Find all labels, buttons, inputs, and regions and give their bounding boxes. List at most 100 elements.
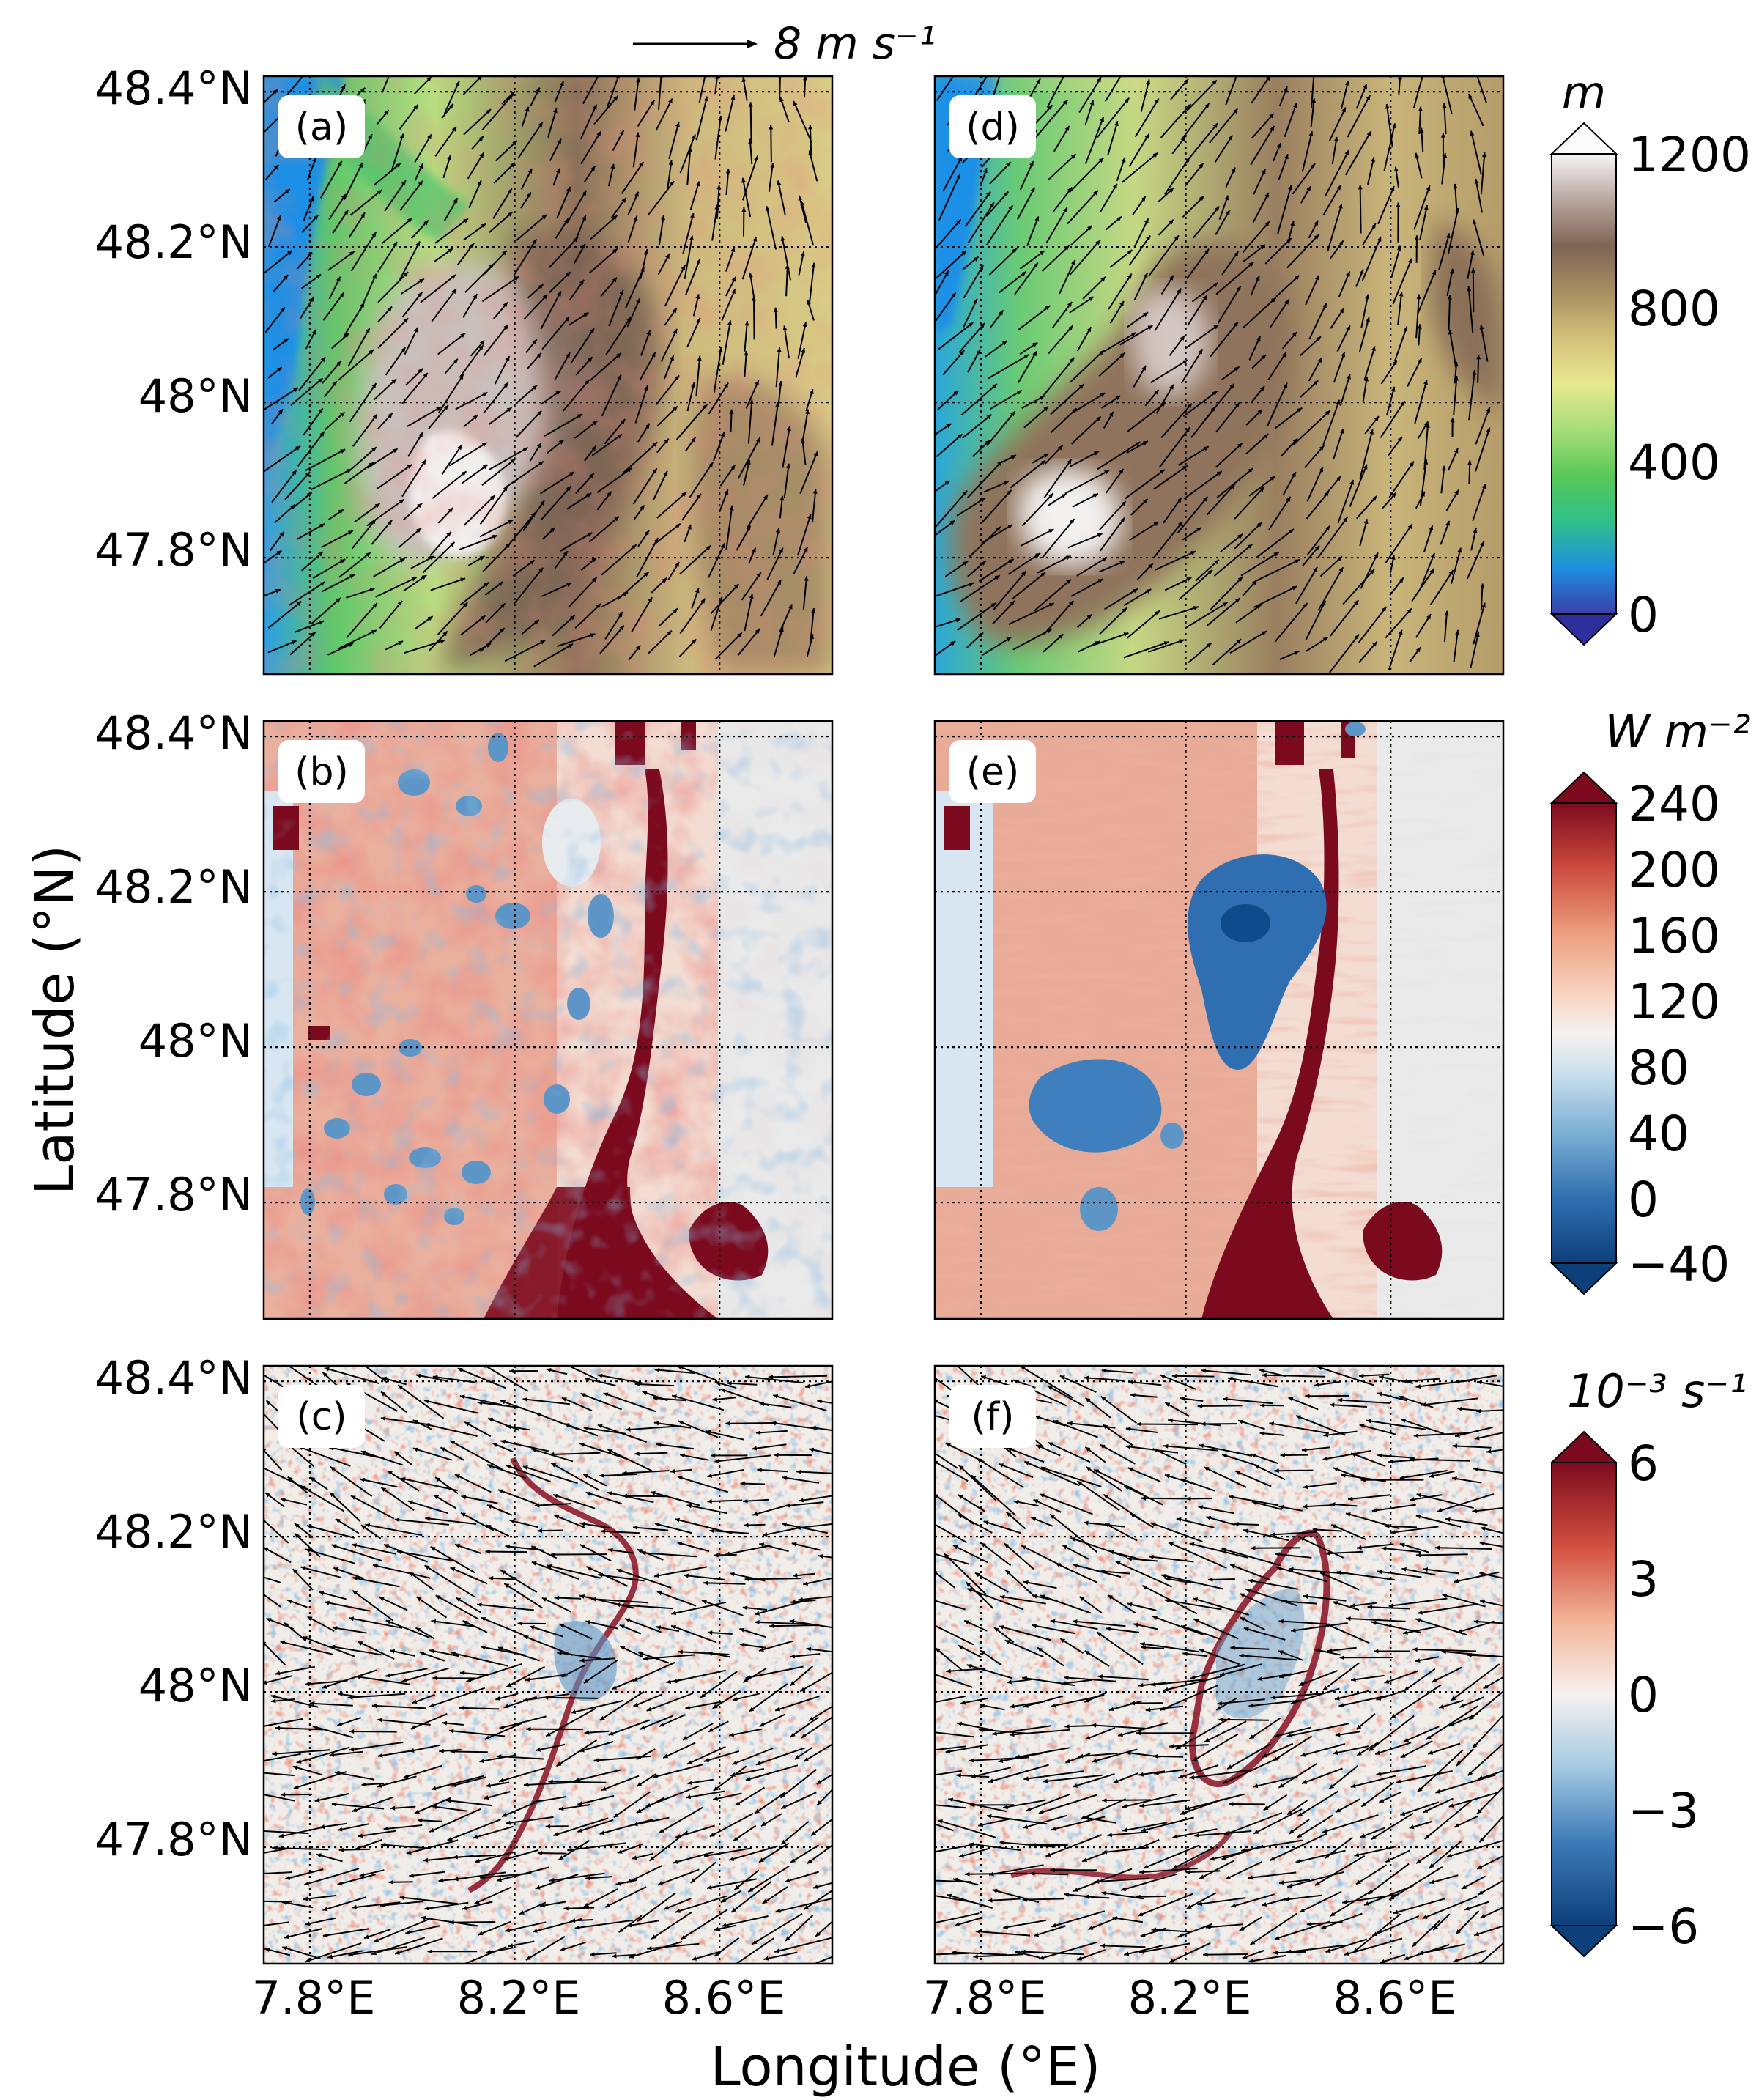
wind-vector xyxy=(1422,1896,1478,1920)
wind-vector xyxy=(1342,569,1375,605)
wind-vector xyxy=(1243,297,1277,329)
wind-vector xyxy=(1192,206,1221,239)
wind-vector xyxy=(1038,1794,1097,1814)
wind-vector xyxy=(1203,1466,1247,1488)
wind-vector xyxy=(423,1400,479,1414)
wind-vector xyxy=(414,1797,451,1814)
wind-vector-head xyxy=(266,1400,272,1405)
wind-vector-head xyxy=(991,602,996,607)
wind-vector-head xyxy=(812,489,818,494)
wind-vector-head xyxy=(381,1487,387,1493)
wind-vector-head xyxy=(566,186,571,192)
wind-vector-head xyxy=(425,1516,430,1521)
wind-vector-head xyxy=(1022,1676,1027,1681)
wind-vector-head xyxy=(371,519,377,525)
wind-vector-head xyxy=(477,76,482,81)
wind-vector-head xyxy=(505,1928,511,1933)
wind-vector-head xyxy=(1314,1881,1320,1885)
wind-vector-head xyxy=(1190,1675,1196,1680)
wind-vector xyxy=(1223,1812,1283,1836)
wind-vector-head xyxy=(618,1928,624,1933)
wind-vector-head xyxy=(1278,1505,1284,1509)
wind-vector-head xyxy=(988,1778,993,1783)
wind-vector-head xyxy=(324,1367,330,1372)
wind-vector-head xyxy=(1064,1675,1069,1680)
wind-vector-head xyxy=(645,1803,651,1808)
wind-vector xyxy=(305,1548,355,1564)
wind-vector xyxy=(1407,358,1423,387)
wind-vector xyxy=(398,527,422,549)
wind-vector-head xyxy=(1008,559,1014,563)
wind-vector xyxy=(284,1622,307,1642)
wind-vector-head xyxy=(646,330,651,336)
wind-vector xyxy=(414,133,432,163)
wind-vector xyxy=(766,547,784,580)
wind-vector-head xyxy=(1089,100,1095,106)
wind-vector-head xyxy=(1169,275,1174,281)
wind-vector-head xyxy=(996,526,1001,532)
wind-vector xyxy=(604,1886,647,1908)
wind-vector-head xyxy=(1415,647,1421,653)
wind-vector xyxy=(790,1716,819,1738)
wind-vector xyxy=(783,463,790,498)
wind-vector-head xyxy=(477,1400,483,1405)
wind-vector-head xyxy=(1400,401,1405,407)
wind-vector-head xyxy=(1380,1959,1385,1964)
wind-vector-head xyxy=(350,1495,356,1500)
wind-vector xyxy=(561,1397,593,1412)
panel-f-label: (f) xyxy=(971,1395,1015,1439)
wind-vector-head xyxy=(278,1833,284,1838)
wind-vector-head xyxy=(1319,445,1325,451)
lat-tick-a-48.4: 48.4°N xyxy=(95,62,253,115)
wind-vector-head xyxy=(800,201,805,206)
wind-vector xyxy=(394,1937,443,1955)
wind-vector-head xyxy=(455,1474,460,1479)
wind-vector-head xyxy=(1073,1888,1078,1892)
wind-vector xyxy=(1105,468,1125,494)
wind-vector-head xyxy=(1003,481,1009,486)
wind-vector-head xyxy=(980,1704,985,1708)
wind-vector-head xyxy=(1423,1808,1429,1813)
wind-vector-head xyxy=(421,574,427,580)
wind-vector-head xyxy=(1146,589,1152,594)
wind-vector xyxy=(371,1937,426,1956)
wind-vector xyxy=(1020,528,1054,547)
wind-vector-head xyxy=(1214,559,1219,565)
wind-vector-head xyxy=(1358,1373,1364,1378)
wind-vector xyxy=(1456,1620,1495,1633)
wind-vector xyxy=(1217,1698,1265,1705)
wind-vector xyxy=(1046,76,1065,108)
wind-vector-head xyxy=(377,1753,383,1758)
wind-vector-head xyxy=(951,1950,957,1955)
wind-vector-head xyxy=(966,1664,972,1668)
wind-vector-head xyxy=(1363,464,1368,470)
wind-vector-head xyxy=(583,1426,589,1431)
wind-vector-head xyxy=(1450,418,1455,423)
wind-vector-head xyxy=(945,1443,951,1448)
wind-vector xyxy=(503,1849,539,1861)
wind-vector-head xyxy=(542,294,548,300)
wind-vector-head xyxy=(809,1447,815,1452)
wind-vector-head xyxy=(1077,1481,1083,1486)
wind-vector-head xyxy=(1223,1397,1228,1402)
wind-vector-head xyxy=(1401,1419,1407,1423)
wind-vector-head xyxy=(506,1464,511,1469)
wind-vector xyxy=(958,1464,996,1501)
wind-vector xyxy=(334,1771,374,1781)
wind-vector xyxy=(658,215,664,245)
wind-vector-head xyxy=(377,1783,382,1788)
wind-vector-head xyxy=(805,1383,811,1389)
wind-vector xyxy=(981,523,1013,544)
wind-vector-head xyxy=(374,1937,379,1942)
wind-vector xyxy=(1478,1879,1503,1896)
wind-vector xyxy=(1371,1915,1420,1937)
wind-vector-head xyxy=(619,130,624,136)
wind-vector xyxy=(1302,1504,1333,1508)
wind-vector xyxy=(430,1546,475,1574)
wind-vector-head xyxy=(293,1784,299,1789)
wind-vector xyxy=(777,180,786,216)
colorbar-terrain-max-arrow xyxy=(1549,122,1618,155)
wind-vector-head xyxy=(540,640,546,645)
wind-vector-head xyxy=(283,339,289,344)
wind-vector-head xyxy=(500,1439,506,1444)
